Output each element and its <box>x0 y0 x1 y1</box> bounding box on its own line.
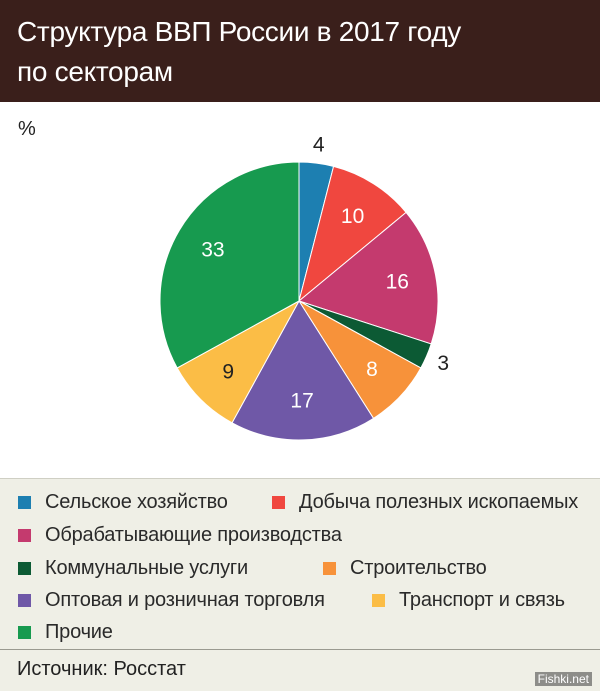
unit-label: % <box>18 118 36 140</box>
chart-header: Структура ВВП России в 2017 году по сект… <box>0 0 600 102</box>
chart-area: % 4 10 16 3 8 17 9 33 <box>0 102 600 478</box>
legend-label: Строительство <box>350 556 487 579</box>
slice-label: 3 <box>437 352 449 375</box>
legend-item: Оптовая и розничная торговля <box>18 587 325 613</box>
legend-swatch <box>18 495 31 509</box>
watermark: Fishki.net <box>534 672 592 686</box>
chart-title: Структура ВВП России в 2017 году по сект… <box>17 16 461 87</box>
legend-item: Транспорт и связь <box>372 587 565 613</box>
legend-swatch <box>18 625 31 639</box>
legend-item: Строительство <box>323 555 487 581</box>
pie-slice <box>231 300 375 441</box>
legend-label: Коммунальные услуги <box>45 556 248 579</box>
legend-swatch <box>323 561 336 575</box>
legend-item: Обрабатывающие производства <box>18 522 342 548</box>
pie-slice <box>297 211 439 345</box>
legend-swatch <box>372 593 385 607</box>
legend-item: Прочие <box>18 619 113 645</box>
legend: Сельское хозяйство Добыча полезных ископ… <box>0 478 600 650</box>
slice-label: 4 <box>313 134 325 157</box>
pie-slice <box>298 165 407 303</box>
legend-swatch <box>18 593 31 607</box>
pie-slice <box>159 161 300 369</box>
slice-label: 9 <box>222 360 234 383</box>
legend-label: Оптовая и розничная торговля <box>45 588 325 611</box>
legend-item: Добыча полезных ископаемых <box>272 489 578 515</box>
slice-label: 17 <box>290 390 313 413</box>
pie-chart: 4 10 16 3 8 17 9 33 <box>159 134 449 441</box>
legend-item: Сельское хозяйство <box>18 489 228 515</box>
legend-label: Добыча полезных ископаемых <box>299 490 579 513</box>
slice-label: 16 <box>386 271 409 294</box>
pie-slice <box>176 299 301 424</box>
legend-label: Обрабатывающие производства <box>45 523 342 546</box>
source-note: Источник: Росстат <box>17 658 186 680</box>
slice-label: 33 <box>201 239 224 262</box>
legend-swatch <box>18 528 31 542</box>
legend-swatch <box>18 561 31 575</box>
legend-label: Транспорт и связь <box>399 588 565 611</box>
slice-label: 10 <box>341 205 364 228</box>
legend-swatch <box>272 495 285 509</box>
legend-label: Сельское хозяйство <box>45 490 228 513</box>
legend-item: Коммунальные услуги <box>18 555 248 581</box>
legend-label: Прочие <box>45 620 113 643</box>
slice-label: 8 <box>366 358 378 381</box>
